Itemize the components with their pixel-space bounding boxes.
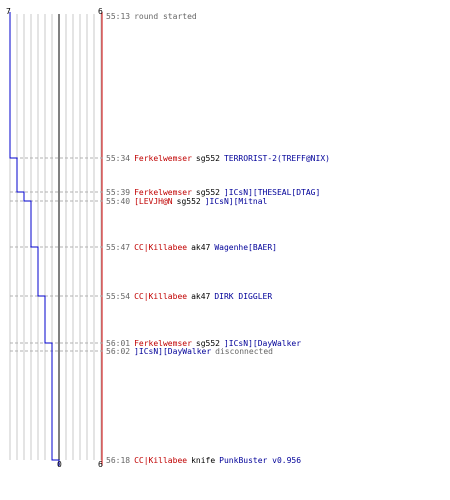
event-part: ]ICsN][Mitnal bbox=[204, 197, 268, 206]
event-part: disconnected bbox=[215, 347, 273, 356]
count-bottom-left: 0 bbox=[57, 460, 62, 469]
event-time: 55:47 bbox=[106, 243, 131, 252]
event-part: CC|Killabee bbox=[134, 243, 188, 252]
event-time: 56:18 bbox=[106, 456, 131, 465]
event-part: Ferkelwemser bbox=[134, 154, 192, 163]
event-row: 55:40 [LEVJH@N sg552]ICsN][Mitnal bbox=[106, 197, 271, 206]
count-top-right: 6 bbox=[98, 7, 103, 16]
event-time: 55:39 bbox=[106, 188, 131, 197]
event-part: CC|Killabee bbox=[134, 292, 188, 301]
event-part: DIRK DIGGLER bbox=[214, 292, 273, 301]
event-part: ak47 bbox=[191, 243, 211, 252]
event-part: PunkBuster v0.956 bbox=[219, 456, 302, 465]
event-time: 55:40 bbox=[106, 197, 131, 206]
event-part: knife bbox=[191, 456, 216, 465]
event-time: 56:01 bbox=[106, 339, 131, 348]
event-part: round started bbox=[134, 12, 197, 21]
count-bottom-right: 6 bbox=[98, 460, 103, 469]
event-part: ]ICsN][DayWalker bbox=[134, 347, 212, 356]
event-part: TERRORIST-2(TREFF@NIX) bbox=[223, 154, 330, 163]
event-part: Ferkelwemser bbox=[134, 188, 192, 197]
event-part: ]ICsN][THESEAL[DTAG] bbox=[223, 188, 321, 197]
event-row: 55:13 round started bbox=[106, 12, 201, 21]
event-part: ]ICsN][DayWalker bbox=[223, 339, 302, 348]
event-time: 56:02 bbox=[106, 347, 131, 356]
event-time: 55:34 bbox=[106, 154, 131, 163]
event-row: 56:02]ICsN][DayWalker disconnected bbox=[106, 347, 277, 356]
event-part: sg552 bbox=[195, 188, 220, 197]
event-part: sg552 bbox=[195, 154, 220, 163]
event-row: 56:18 CC|Killabee knife PunkBuster v0.956 bbox=[106, 456, 305, 465]
event-row: 55:34 Ferkelwemser sg552 TERRORIST-2(TREFF@… bbox=[106, 154, 334, 163]
event-row: 55:39 Ferkelwemser sg552]ICsN][THESEAL[DTA… bbox=[106, 188, 324, 197]
event-row: 55:47 CC|Killabee ak47 Wagenhe[BAER] bbox=[106, 243, 281, 252]
event-row: 56:01 Ferkelwemser sg552]ICsN][DayWalker bbox=[106, 339, 305, 348]
event-part: sg552 bbox=[195, 339, 220, 348]
event-row: 55:54 CC|Killabee ak47 DIRK DIGGLER bbox=[106, 292, 276, 301]
event-part: CC|Killabee bbox=[134, 456, 188, 465]
event-part: sg552 bbox=[176, 197, 201, 206]
left-team-step-line bbox=[9, 12, 60, 466]
event-part: [LEVJH@N bbox=[134, 197, 173, 206]
event-part: ak47 bbox=[191, 292, 211, 301]
event-time: 55:54 bbox=[106, 292, 131, 301]
event-part: Wagenhe[BAER] bbox=[214, 243, 277, 252]
count-top-left: 7 bbox=[6, 7, 11, 16]
event-part: Ferkelwemser bbox=[134, 339, 192, 348]
event-time: 55:13 bbox=[106, 12, 131, 21]
